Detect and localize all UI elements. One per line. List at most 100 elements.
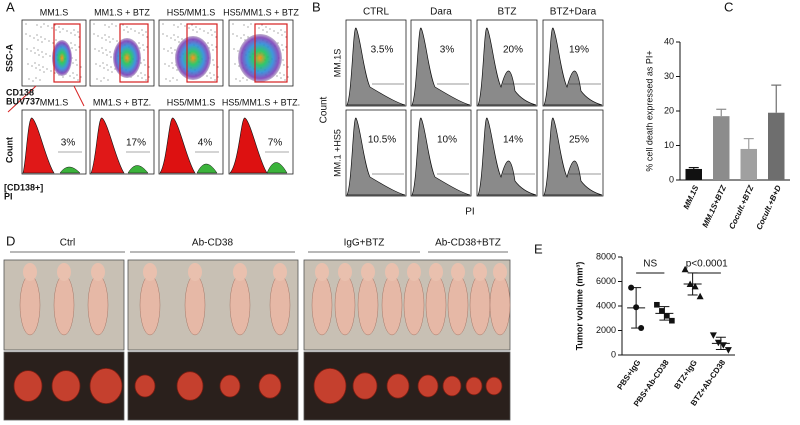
event-dot xyxy=(283,74,285,76)
event-dot xyxy=(232,23,234,25)
event-dot xyxy=(215,46,217,48)
point xyxy=(633,304,640,311)
axis-label: BUV737 xyxy=(6,96,40,106)
event-dot xyxy=(110,66,112,68)
event-dot xyxy=(116,40,118,42)
event-dot xyxy=(74,34,76,36)
event-dot xyxy=(126,26,128,28)
event-dot xyxy=(75,59,77,61)
event-dot xyxy=(214,79,216,81)
point xyxy=(681,265,689,273)
mouse xyxy=(403,274,425,336)
plot-title: MM1.S xyxy=(40,7,69,17)
event-dot xyxy=(58,26,60,28)
percentage: 14% xyxy=(503,135,523,146)
event-dot xyxy=(210,77,212,79)
event-dot xyxy=(199,28,201,30)
event-dot xyxy=(78,46,80,48)
density xyxy=(52,40,72,76)
event-dot xyxy=(142,44,144,46)
event-dot xyxy=(103,77,105,79)
event-dot xyxy=(109,41,111,43)
event-dot xyxy=(242,77,244,79)
event-dot xyxy=(35,67,37,69)
plot-title: HS5/MM1.S xyxy=(167,97,216,107)
event-dot xyxy=(80,76,82,78)
mouse-head xyxy=(407,263,421,281)
group-label: Ab-CD38 xyxy=(192,238,234,249)
event-dot xyxy=(287,66,289,68)
event-dot xyxy=(250,23,252,25)
axis-label: CD138 xyxy=(6,87,34,97)
event-dot xyxy=(148,66,150,68)
plot-title: MM1.S + BTZ xyxy=(94,7,150,17)
percentage: 3.5% xyxy=(371,45,394,56)
y-tick-label: 40 xyxy=(664,36,674,46)
event-dot xyxy=(73,77,75,79)
event-dot xyxy=(285,46,287,48)
event-dot xyxy=(237,50,239,52)
mouse xyxy=(311,274,333,336)
event-dot xyxy=(59,31,61,33)
event-dot xyxy=(98,50,100,52)
event-dot xyxy=(169,80,171,82)
event-dot xyxy=(102,62,104,64)
event-dot xyxy=(192,29,194,31)
event-dot xyxy=(177,36,179,38)
event-dot xyxy=(62,76,64,78)
mouse xyxy=(447,274,469,336)
event-dot xyxy=(77,79,79,81)
event-dot xyxy=(281,34,283,36)
event-dot xyxy=(196,31,198,33)
point xyxy=(669,317,675,324)
x-tick-label: MM.1S+BTZ xyxy=(701,183,729,229)
event-dot xyxy=(40,36,42,38)
event-dot xyxy=(101,47,103,49)
event-dot xyxy=(173,34,175,36)
histogram xyxy=(22,117,55,174)
event-dot xyxy=(235,78,237,80)
event-dot xyxy=(55,39,57,41)
event-dot xyxy=(138,32,140,34)
axis-label: Count xyxy=(319,96,330,123)
y-tick-label: 6000 xyxy=(596,276,616,286)
plot-title: MM1.S + BTZ. xyxy=(93,97,151,107)
event-dot xyxy=(207,42,209,44)
percentage: 19% xyxy=(569,45,589,56)
event-dot xyxy=(26,48,28,50)
mouse-head xyxy=(385,263,399,281)
mouse-head xyxy=(143,263,157,281)
event-dot xyxy=(105,39,107,41)
event-dot xyxy=(93,33,95,35)
event-dot xyxy=(143,49,145,51)
y-tick-label: 0 xyxy=(669,174,674,184)
annotation: p<0.0001 xyxy=(686,259,728,270)
plot-title: HS5/MM1.S + BTZ xyxy=(223,7,299,17)
event-dot xyxy=(174,39,176,41)
event-dot xyxy=(173,24,175,26)
histogram xyxy=(159,117,196,174)
event-dot xyxy=(283,64,285,66)
tumor xyxy=(13,370,43,402)
column-title: CTRL xyxy=(363,7,390,18)
event-dot xyxy=(37,39,39,41)
point xyxy=(638,325,645,332)
event-dot xyxy=(25,33,27,35)
event-dot xyxy=(72,62,74,64)
mouse-head xyxy=(338,263,352,281)
event-dot xyxy=(69,75,71,77)
percentage: 3% xyxy=(61,138,76,149)
event-dot xyxy=(164,63,166,65)
mouse xyxy=(184,274,206,336)
event-dot xyxy=(239,80,241,82)
event-dot xyxy=(246,79,248,81)
gate xyxy=(53,23,81,83)
mouse-head xyxy=(429,263,443,281)
event-dot xyxy=(80,66,82,68)
event-dot xyxy=(138,42,140,44)
gate xyxy=(119,23,149,83)
event-dot xyxy=(115,25,117,27)
point xyxy=(691,282,699,290)
event-dot xyxy=(36,34,38,36)
event-dot xyxy=(34,62,36,64)
